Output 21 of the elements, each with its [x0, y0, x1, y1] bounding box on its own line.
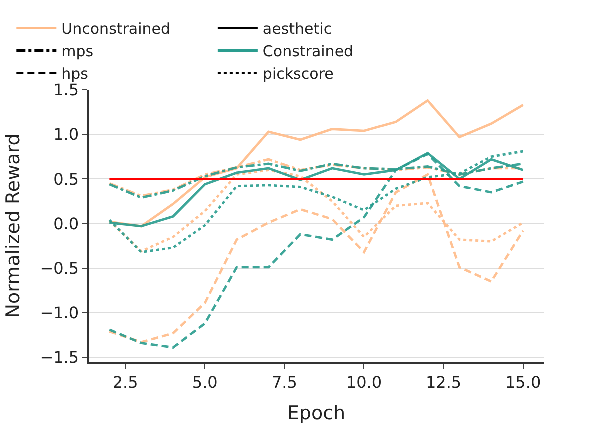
x-tick-label: 10.0	[346, 372, 382, 392]
legend-label: pickscore	[262, 65, 334, 84]
y-tick-label: −1.5	[40, 348, 80, 368]
x-axis-title: Epoch	[287, 402, 346, 424]
y-tick-label: −1.0	[40, 304, 80, 323]
x-tick-label: 12.5	[426, 372, 462, 392]
legend-label: mps	[62, 42, 94, 61]
y-tick-label: −0.5	[40, 258, 80, 278]
legend-label: hps	[62, 65, 89, 84]
x-tick-label: 2.5	[112, 372, 138, 392]
y-tick-label: 0.0	[54, 214, 80, 234]
y-tick-label: 0.5	[54, 170, 80, 189]
x-tick-label: 15.0	[506, 372, 542, 392]
x-tick-label: 7.5	[272, 372, 298, 392]
legend-label: aesthetic	[262, 20, 332, 38]
y-tick-label: 1.0	[54, 125, 80, 144]
x-tick-label: 5.0	[192, 372, 218, 392]
y-tick-label: 1.5	[54, 80, 80, 100]
y-axis-title: Normalized Reward	[2, 134, 25, 318]
legend-label: Unconstrained	[62, 20, 171, 38]
legend-label: Constrained	[262, 42, 354, 61]
